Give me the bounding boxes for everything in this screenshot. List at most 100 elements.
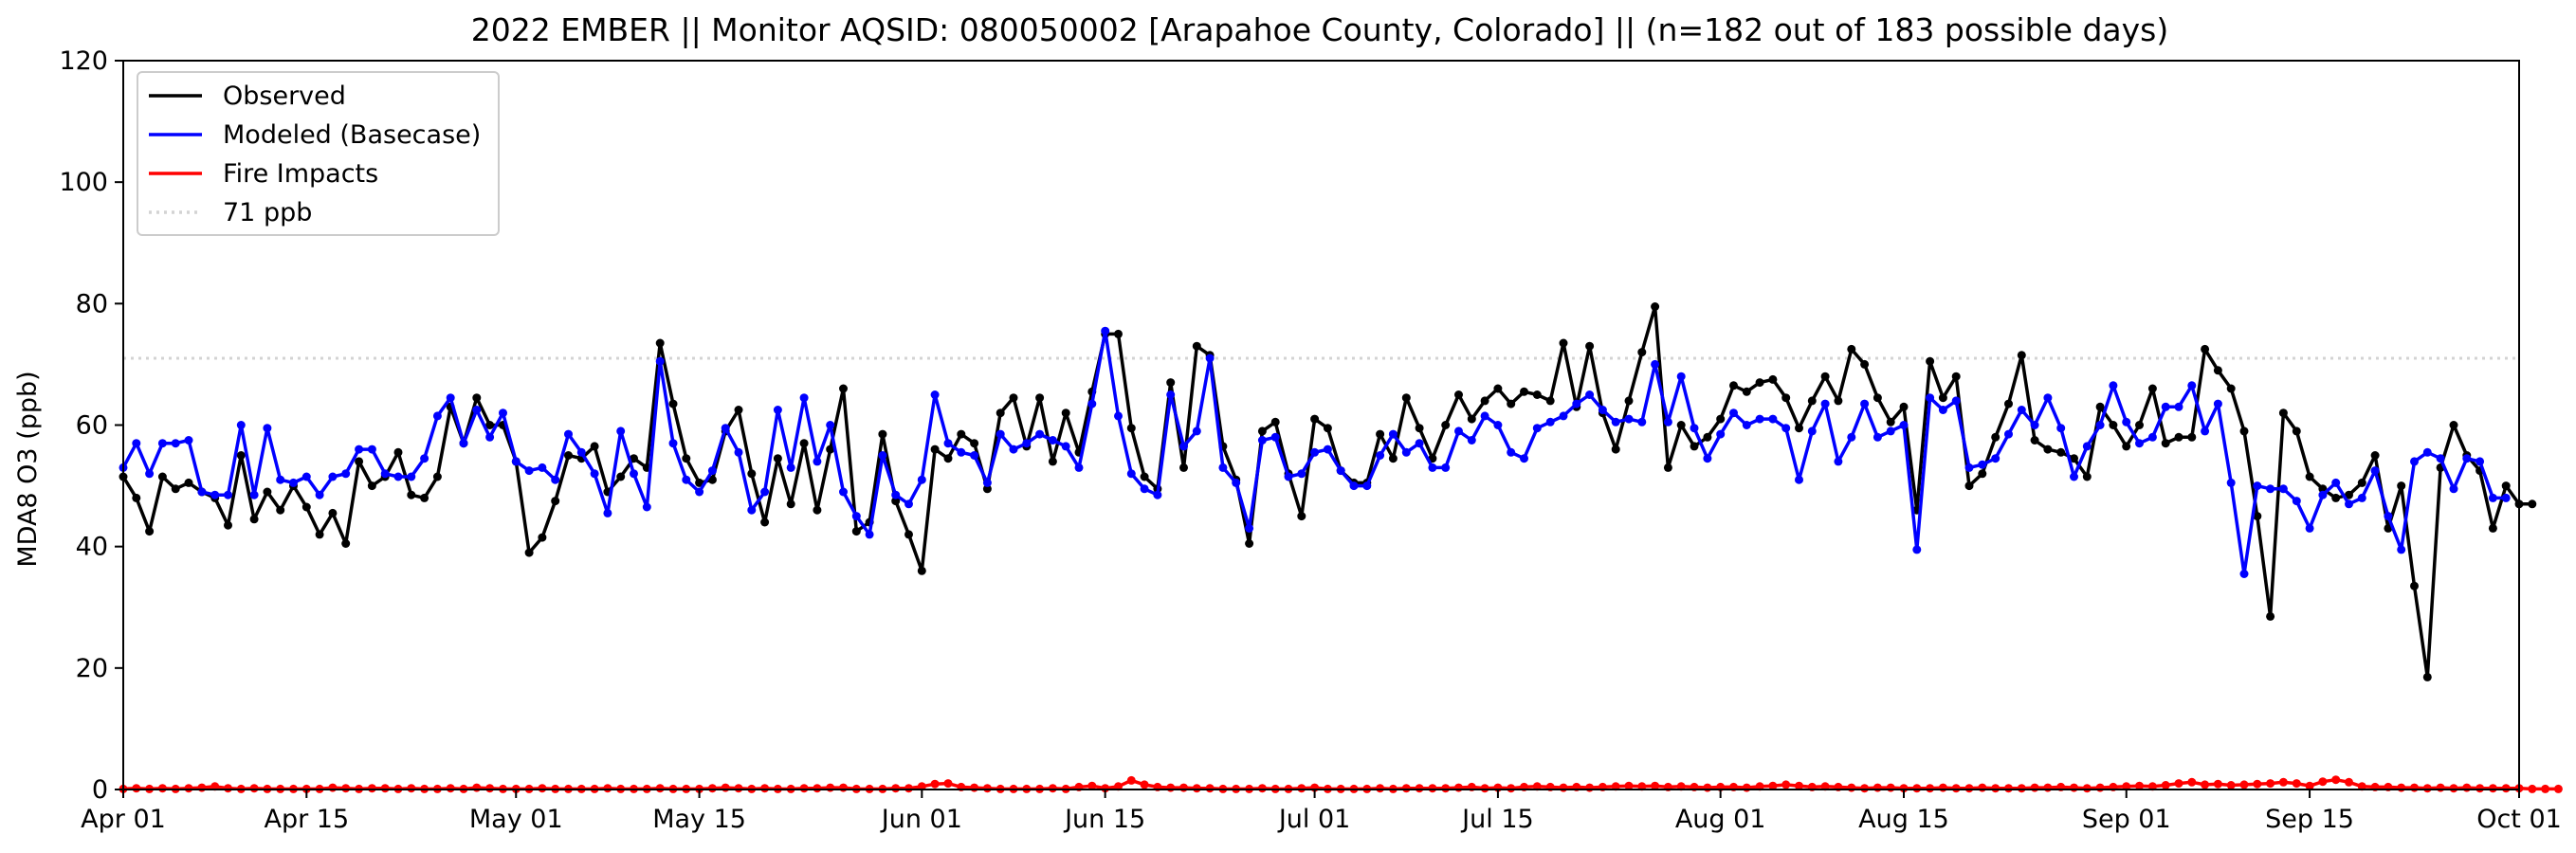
data-point	[760, 784, 770, 793]
data-point	[1978, 469, 1987, 479]
data-point	[2174, 402, 2183, 411]
data-point	[1179, 442, 1188, 451]
data-point	[2292, 426, 2301, 436]
data-point	[132, 439, 141, 448]
data-point	[826, 421, 835, 429]
data-point	[355, 445, 364, 454]
data-point	[1126, 775, 1136, 785]
data-point	[393, 472, 403, 481]
data-point	[839, 783, 848, 792]
data-point	[826, 783, 835, 792]
data-point	[2370, 451, 2380, 460]
data-point	[2017, 351, 2026, 360]
data-point	[668, 399, 678, 408]
data-point	[2017, 784, 2026, 793]
data-point	[642, 502, 651, 512]
data-point	[551, 497, 560, 506]
data-point	[839, 384, 848, 393]
legend-label: 71 ppb	[223, 198, 312, 227]
x-tick-label: Jun 01	[880, 805, 962, 834]
data-point	[668, 439, 678, 448]
data-point	[2305, 472, 2314, 481]
data-point	[2213, 399, 2222, 408]
data-point	[630, 469, 638, 479]
data-point	[2278, 408, 2288, 418]
x-tick-label: Oct 01	[2476, 805, 2562, 834]
data-point	[2278, 484, 2288, 494]
data-point	[1467, 414, 1476, 424]
data-point	[2397, 545, 2406, 554]
data-point	[1441, 463, 1451, 472]
data-point	[1270, 432, 1280, 442]
data-point	[1480, 411, 1489, 421]
data-point	[1585, 390, 1595, 399]
data-point	[1886, 426, 1895, 436]
data-point	[564, 451, 573, 460]
data-point	[2410, 581, 2419, 590]
data-point	[341, 539, 351, 548]
data-point	[524, 548, 534, 557]
x-tick-label: Sep 15	[2265, 805, 2354, 834]
data-point	[2070, 472, 2078, 481]
data-point	[1912, 784, 1922, 793]
data-point	[1716, 414, 1726, 424]
data-point	[1651, 302, 1660, 311]
data-point	[171, 439, 180, 448]
data-point	[2056, 424, 2066, 433]
data-point	[839, 487, 848, 497]
data-point	[432, 411, 442, 421]
data-point	[851, 512, 861, 521]
data-point	[1742, 421, 1751, 429]
data-point	[1441, 421, 1451, 429]
data-point	[328, 472, 338, 481]
data-point	[1415, 439, 1424, 448]
data-point	[590, 469, 599, 479]
data-point	[1218, 463, 1228, 472]
data-point	[1061, 442, 1070, 451]
data-point	[943, 439, 953, 448]
data-point	[2004, 399, 2013, 408]
data-point	[2397, 783, 2406, 792]
data-point	[1205, 354, 1215, 363]
data-point	[2082, 784, 2092, 793]
data-point	[682, 475, 691, 484]
data-point	[1126, 469, 1136, 479]
data-point	[1585, 341, 1595, 351]
data-point	[157, 472, 167, 481]
data-point	[747, 469, 757, 479]
data-point	[1101, 326, 1110, 336]
data-point	[2122, 442, 2131, 451]
data-point	[891, 784, 901, 793]
data-point	[1978, 460, 1987, 469]
data-point	[315, 530, 324, 539]
data-point	[1834, 396, 1843, 406]
data-point	[1637, 417, 1647, 426]
data-point	[301, 502, 311, 512]
data-point	[721, 783, 730, 792]
data-point	[1860, 784, 1870, 793]
data-point	[157, 439, 167, 448]
data-point	[2370, 466, 2380, 476]
data-point	[1624, 414, 1634, 424]
data-point	[1690, 442, 1699, 451]
data-point	[1991, 432, 2001, 442]
data-point	[1991, 454, 2001, 463]
data-point	[1179, 463, 1188, 472]
data-point	[472, 406, 482, 414]
data-point	[2161, 439, 2170, 448]
data-point	[1507, 447, 1516, 457]
data-point	[1192, 784, 1201, 793]
data-point	[2239, 780, 2249, 789]
data-point	[1820, 372, 1830, 381]
data-point	[1926, 356, 1935, 366]
data-point	[407, 472, 416, 481]
data-point	[1951, 372, 1961, 381]
data-point	[2161, 781, 2170, 789]
data-point	[1415, 784, 1424, 793]
data-point	[1232, 478, 1241, 487]
x-tick-label: May 01	[469, 805, 563, 834]
data-point	[2201, 780, 2210, 789]
data-point	[2305, 523, 2314, 533]
data-point	[2345, 490, 2353, 499]
data-point	[813, 505, 822, 515]
